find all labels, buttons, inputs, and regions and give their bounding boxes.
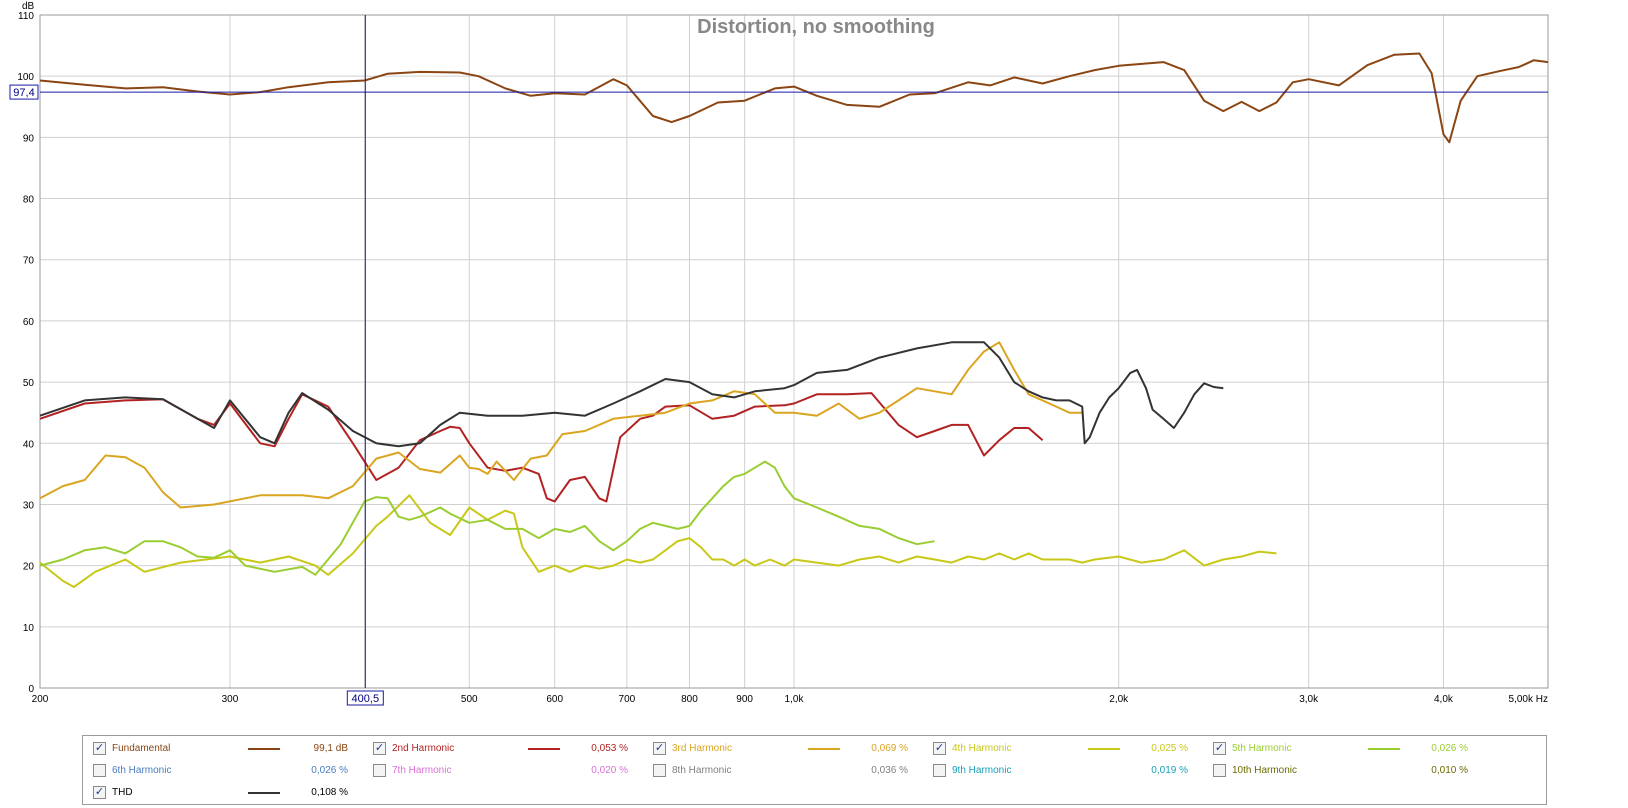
- cursor[interactable]: 400,5 97,4: [9, 15, 1548, 706]
- legend-checkbox-6th-harmonic[interactable]: [93, 764, 106, 777]
- y-axis-unit: dB: [22, 1, 35, 12]
- legend-swatch: [248, 748, 280, 750]
- y-axis-ticks: 0 10 20 30 40 50 60 70 80 90 100 110: [17, 11, 34, 695]
- series-line-2nd-harmonic: [39, 392, 1044, 503]
- legend-item-9th-harmonic: 9th Harmonic 0,019 %: [933, 762, 1203, 780]
- legend-value: 0,026 %: [1431, 743, 1468, 754]
- x-tick-label: 300: [222, 694, 239, 705]
- legend-value: 99,1 dB: [313, 743, 348, 754]
- plot-frame: [39, 14, 1549, 689]
- cursor-y-label-box: [9, 84, 39, 100]
- legend-item-2nd-harmonic: ✓ 2nd Harmonic 0,053 %: [373, 740, 643, 758]
- y-tick-label: 110: [18, 11, 34, 22]
- cursor-x-label-box: [346, 690, 384, 706]
- legend-item-4th-harmonic: ✓ 4th Harmonic 0,025 %: [933, 740, 1203, 758]
- y-tick-label: 20: [23, 562, 35, 573]
- y-tick-label: 60: [23, 317, 35, 328]
- legend-checkbox-fundamental[interactable]: ✓: [93, 742, 106, 755]
- legend-label: THD: [112, 787, 133, 798]
- y-tick-label: 100: [17, 72, 34, 83]
- legend-item-6th-harmonic: 6th Harmonic 0,026 %: [93, 762, 363, 780]
- series-lines: [39, 52, 1549, 588]
- legend-checkbox-4th-harmonic[interactable]: ✓: [933, 742, 946, 755]
- legend-item-7th-harmonic: 7th Harmonic 0,020 %: [373, 762, 643, 780]
- legend-checkbox-2nd-harmonic[interactable]: ✓: [373, 742, 386, 755]
- legend-value: 0,053 %: [591, 743, 628, 754]
- legend-label: 4th Harmonic: [952, 743, 1012, 754]
- cursor-x-label: 400,5: [352, 693, 380, 705]
- y-tick-label: 40: [23, 439, 35, 450]
- x-tick-label: 3,0k: [1299, 694, 1319, 705]
- legend-checkbox-thd[interactable]: ✓: [93, 786, 106, 799]
- legend-label: Fundamental: [112, 743, 171, 754]
- y-tick-label: 10: [23, 623, 35, 634]
- legend-label: 8th Harmonic: [672, 765, 732, 776]
- x-tick-label: 900: [736, 694, 753, 705]
- legend-value: 0,108 %: [311, 787, 348, 798]
- legend-value: 0,019 %: [1151, 765, 1188, 776]
- y-tick-label: 30: [23, 500, 35, 511]
- y-tick-label: 50: [23, 378, 35, 389]
- legend-swatch: [808, 748, 840, 750]
- legend-label: 5th Harmonic: [1232, 743, 1292, 754]
- legend-label: 7th Harmonic: [392, 765, 452, 776]
- legend-label: 9th Harmonic: [952, 765, 1012, 776]
- series-line-fundamental: [39, 52, 1549, 144]
- legend-checkbox-5th-harmonic[interactable]: ✓: [1213, 742, 1226, 755]
- chart-title: Distortion, no smoothing: [697, 16, 935, 38]
- distortion-chart: Distortion, no smoothing dB 0 10 20 30 40 50 6…: [9, 1, 1549, 706]
- legend-checkbox-8th-harmonic[interactable]: [653, 764, 666, 777]
- legend-swatch: [1088, 748, 1120, 750]
- legend-value: 0,010 %: [1431, 765, 1468, 776]
- legend-item-fundamental: ✓ Fundamental 99,1 dB: [93, 740, 363, 758]
- x-tick-label: 2,0k: [1109, 694, 1129, 705]
- legend-value: 0,026 %: [311, 765, 348, 776]
- legend-checkbox-7th-harmonic[interactable]: [373, 764, 386, 777]
- legend-value: 0,036 %: [871, 765, 908, 776]
- legend-value: 0,069 %: [871, 743, 908, 754]
- y-tick-label: 90: [23, 133, 35, 144]
- y-tick-label: 80: [23, 195, 35, 206]
- x-tick-label: 700: [619, 694, 636, 705]
- x-tick-label: 4,0k: [1434, 694, 1454, 705]
- legend-checkbox-3rd-harmonic[interactable]: ✓: [653, 742, 666, 755]
- legend-swatch: [248, 792, 280, 794]
- x-tick-label: 600: [546, 694, 563, 705]
- legend-swatch: [1368, 748, 1400, 750]
- legend-swatch: [528, 748, 560, 750]
- legend-label: 10th Harmonic: [1232, 765, 1298, 776]
- series-line-3rd-harmonic: [39, 341, 1083, 509]
- legend-item-10th-harmonic: 10th Harmonic 0,010 %: [1213, 762, 1483, 780]
- legend-panel: ✓ Fundamental 99,1 dB ✓ 2nd Harmonic 0,053 % ✓…: [82, 735, 1547, 805]
- x-tick-label: 200: [32, 694, 49, 705]
- legend-checkbox-9th-harmonic[interactable]: [933, 764, 946, 777]
- legend-item-8th-harmonic: 8th Harmonic 0,036 %: [653, 762, 923, 780]
- legend-value: 0,025 %: [1151, 743, 1188, 754]
- series-line-5th-harmonic: [39, 460, 935, 576]
- x-axis-ticks: 200 300 500 600 700 800 900 1,0k 2,0k 3,0k 4,0k 5,0…: [32, 694, 1548, 705]
- series-line-4th-harmonic: [39, 494, 1277, 588]
- x-tick-label: 800: [681, 694, 698, 705]
- legend-checkbox-10th-harmonic[interactable]: [1213, 764, 1226, 777]
- legend-label: 6th Harmonic: [112, 765, 172, 776]
- x-tick-label: 500: [461, 694, 478, 705]
- legend-item-5th-harmonic: ✓ 5th Harmonic 0,026 %: [1213, 740, 1483, 758]
- series-line-thd: [39, 341, 1224, 448]
- x-tick-label: 5,00k Hz: [1509, 694, 1548, 705]
- legend-label: 3rd Harmonic: [672, 743, 733, 754]
- legend-item-thd: ✓ THD 0,108 %: [93, 784, 363, 802]
- y-tick-label: 0: [28, 684, 34, 695]
- y-tick-label: 70: [23, 256, 35, 267]
- legend-label: 2nd Harmonic: [392, 743, 455, 754]
- cursor-y-label: 97,4: [13, 87, 34, 99]
- x-tick-label: 1,0k: [785, 694, 805, 705]
- legend-value: 0,020 %: [591, 765, 628, 776]
- legend-item-3rd-harmonic: ✓ 3rd Harmonic 0,069 %: [653, 740, 923, 758]
- grid-lines: [39, 14, 1549, 689]
